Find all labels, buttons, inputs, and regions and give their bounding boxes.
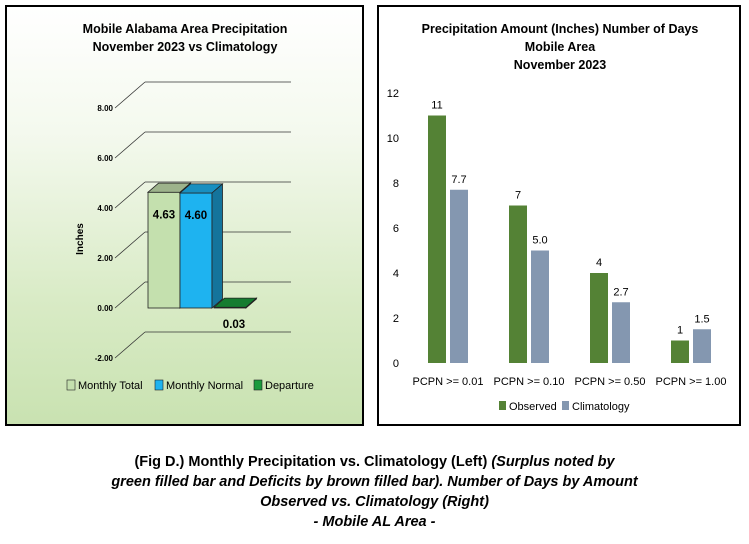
x-tick-label: PCPN >= 1.00 — [656, 376, 727, 388]
bar-side — [245, 297, 257, 309]
left-bars: 4.63 4.60 0.03 — [146, 182, 258, 331]
bar-value-label: 4 — [596, 257, 602, 269]
caption-line-3: Observed vs. Climatology (Right) — [260, 494, 489, 510]
bar-value-label: 4.60 — [185, 210, 207, 222]
legend-swatch — [66, 379, 76, 391]
bar-front — [147, 191, 181, 309]
bar-observed — [428, 115, 446, 363]
legend-label: Climatology — [572, 401, 630, 413]
left-chart-title: Mobile Alabama Area Precipitation — [83, 22, 288, 36]
y-tick-label: -2.00 — [95, 354, 114, 363]
bar-observed — [509, 205, 527, 363]
legend-label: Monthly Total — [78, 380, 143, 392]
left-chart-subtitle: November 2023 vs Climatology — [93, 40, 278, 54]
bar-value-label: 11 — [431, 100, 442, 112]
caption-line-4: - Mobile AL Area - — [313, 514, 436, 530]
gridline-diagonal — [114, 131, 146, 159]
y-tick-label: 0 — [393, 358, 399, 370]
caption-line-1-normal: (Fig D.) Monthly Precipitation vs. Clima… — [134, 454, 492, 470]
gridline-diagonal — [114, 281, 146, 309]
bar-value-label: 1 — [677, 325, 683, 337]
y-tick-label: 6 — [393, 223, 399, 235]
legend-swatch — [499, 401, 506, 410]
right-bars: 11 7.7 7 5.0 4 2.7 1 1.5 — [428, 100, 711, 363]
legend-swatch — [154, 379, 164, 391]
bar-side — [211, 183, 223, 309]
right-chart-subtitle-2: November 2023 — [514, 58, 606, 72]
x-tick-label: PCPN >= 0.01 — [413, 376, 484, 388]
y-tick-label: 0.00 — [97, 304, 113, 313]
y-tick-label: 6.00 — [97, 154, 113, 163]
y-tick-label: 12 — [387, 88, 399, 100]
x-tick-label: PCPN >= 0.50 — [575, 376, 646, 388]
bar-value-label: 7 — [515, 190, 521, 202]
left-y-tick-labels: -2.00 0.00 2.00 4.00 6.00 8.00 — [95, 104, 114, 363]
bar-climatology — [450, 189, 468, 363]
caption-line-2: green filled bar and Deficits by brown f… — [111, 474, 638, 490]
caption-line-1-italic: (Surplus noted by — [491, 454, 615, 470]
legend-swatch — [253, 379, 263, 391]
left-chart-svg: Mobile Alabama Area Precipitation Novemb… — [66, 22, 314, 392]
bar-value-label: 1.5 — [694, 313, 709, 325]
caption-line-1: (Fig D.) Monthly Precipitation vs. Clima… — [0, 452, 749, 472]
y-tick-label: 4 — [393, 268, 399, 280]
gridline-diagonal — [114, 231, 146, 259]
bar-value-label: 7.7 — [451, 174, 466, 186]
right-chart-title: Precipitation Amount (Inches) Number of … — [422, 22, 699, 36]
left-legend: Monthly Total Monthly Normal Departure — [66, 379, 314, 392]
y-tick-label: 2 — [393, 313, 399, 325]
right-chart-svg: Precipitation Amount (Inches) Number of … — [387, 22, 727, 413]
bar-value-label: 5.0 — [532, 235, 547, 247]
right-chart-panel: Precipitation Amount (Inches) Number of … — [377, 5, 741, 426]
right-x-tick-labels: PCPN >= 0.01 PCPN >= 0.10 PCPN >= 0.50 PCPN… — [413, 376, 727, 388]
bar-value-label: 0.03 — [223, 319, 245, 331]
right-y-tick-labels: 0 2 4 6 8 10 12 — [387, 88, 399, 370]
y-tick-label: 4.00 — [97, 204, 113, 213]
legend-swatch — [562, 401, 569, 410]
legend-label: Departure — [265, 380, 314, 392]
bar-value-label: 4.63 — [153, 209, 175, 221]
bar-observed — [671, 340, 689, 363]
x-tick-label: PCPN >= 0.10 — [494, 376, 565, 388]
legend-label: Monthly Normal — [166, 380, 243, 392]
y-tick-label: 8.00 — [97, 104, 113, 113]
left-chart-panel: Mobile Alabama Area Precipitation Novemb… — [5, 5, 364, 426]
y-tick-label: 2.00 — [97, 254, 113, 263]
bar-climatology — [531, 250, 549, 363]
right-legend: Observed Climatology — [499, 401, 630, 413]
right-chart-subtitle: Mobile Area — [525, 40, 596, 54]
bar-climatology — [612, 302, 630, 363]
figure-caption: (Fig D.) Monthly Precipitation vs. Clima… — [0, 452, 749, 532]
gridline-diagonal — [114, 331, 146, 359]
legend-label: Observed — [509, 401, 557, 413]
gridline-diagonal — [114, 181, 146, 209]
gridline-diagonal — [114, 81, 146, 109]
bar-observed — [590, 273, 608, 363]
y-tick-label: 8 — [393, 178, 399, 190]
bar-value-label: 2.7 — [613, 286, 628, 298]
y-tick-label: 10 — [387, 133, 399, 145]
left-y-axis-label: Inches — [75, 223, 86, 255]
bar-climatology — [693, 329, 711, 363]
bar-front — [179, 192, 213, 309]
